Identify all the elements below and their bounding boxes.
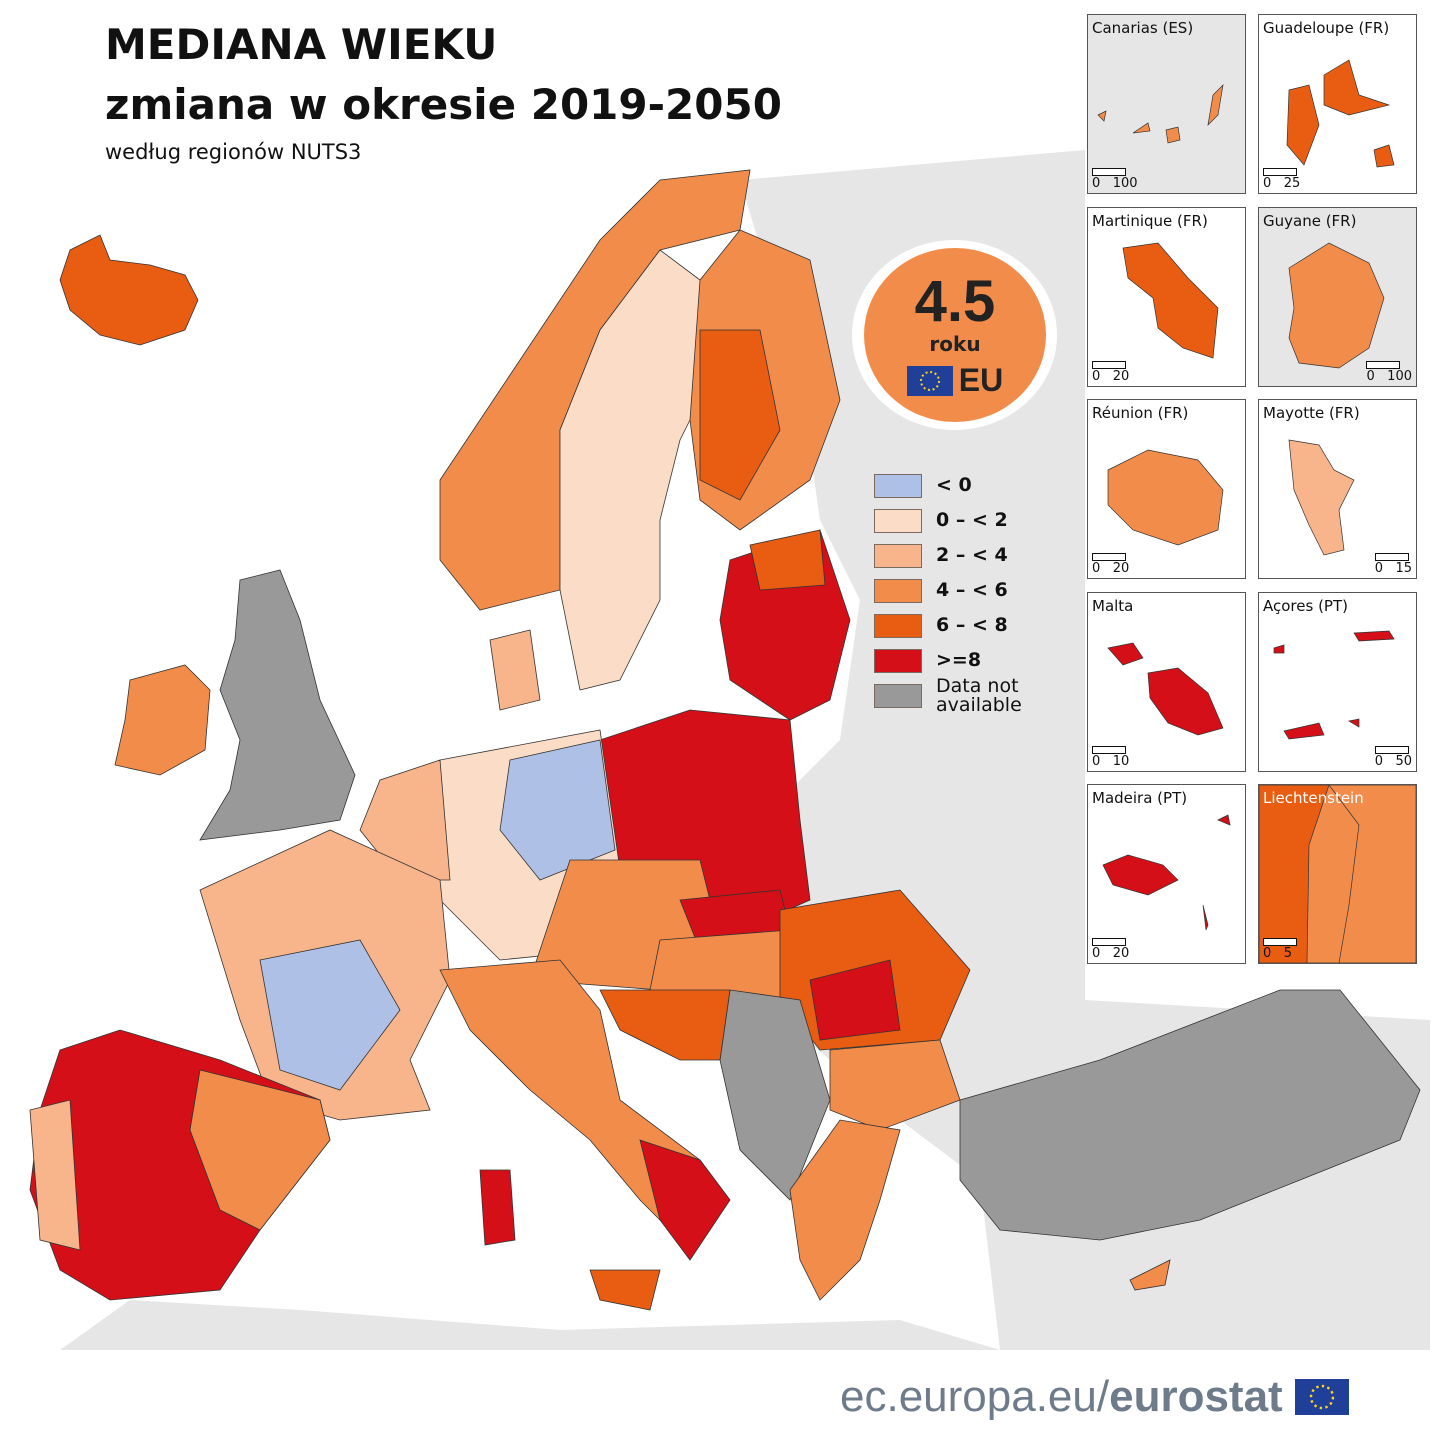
legend-item: 6 – < 8 bbox=[874, 608, 1026, 643]
legend-swatch bbox=[874, 683, 922, 708]
legend-label: 0 – < 2 bbox=[936, 509, 1008, 531]
legend-swatch bbox=[874, 508, 922, 533]
eu-average-value: 4.5 bbox=[914, 269, 996, 334]
inset-map: Liechtenstein 0 5 bbox=[1258, 784, 1417, 964]
eurostat-footer: ec.europa.eu/eurostat bbox=[840, 1372, 1349, 1422]
inset-name: Madeira (PT) bbox=[1092, 789, 1188, 807]
inset-map: Martinique (FR) 0 20 bbox=[1087, 206, 1246, 387]
inset-scale: 0 20 bbox=[1092, 938, 1129, 961]
legend-swatch bbox=[874, 648, 922, 673]
map-title-period: zmiana w okresie 2019-2050 bbox=[105, 80, 782, 129]
inset-scale: 0 100 bbox=[1366, 360, 1412, 384]
region-italy-south bbox=[639, 1139, 731, 1261]
map-title: MEDIANA WIEKU bbox=[105, 20, 498, 69]
inset-map: Guadeloupe (FR) 0 25 bbox=[1258, 14, 1417, 194]
inset-shape bbox=[1088, 15, 1245, 193]
legend-item: 2 – < 4 bbox=[874, 538, 1026, 573]
legend-label: >=8 bbox=[936, 649, 982, 671]
legend-item: 0 – < 2 bbox=[874, 503, 1026, 538]
region-iceland bbox=[59, 234, 199, 346]
legend-swatch bbox=[874, 578, 922, 603]
region-turkey-nodata bbox=[959, 989, 1421, 1241]
inset-scale: 0 25 bbox=[1263, 168, 1300, 191]
eu-flag-icon bbox=[1294, 1379, 1349, 1415]
legend-swatch bbox=[874, 473, 922, 498]
inset-name: Liechtenstein bbox=[1263, 789, 1364, 807]
inset-scale: 0 15 bbox=[1374, 553, 1412, 576]
legend-item: >=8 bbox=[874, 643, 1026, 678]
inset-map: Madeira (PT) 0 20 bbox=[1087, 784, 1246, 964]
inset-shape bbox=[1259, 592, 1416, 771]
inset-name: Malta bbox=[1092, 596, 1134, 615]
legend-label: 2 – < 4 bbox=[936, 544, 1008, 566]
inset-scale: 0 20 bbox=[1092, 360, 1129, 384]
map-subtitle: według regionów NUTS3 bbox=[105, 140, 362, 164]
inset-name: Mayotte (FR) bbox=[1263, 404, 1360, 422]
legend-label: < 0 bbox=[936, 474, 972, 496]
eu-label: EU bbox=[958, 362, 1004, 398]
region-sweden bbox=[559, 249, 711, 691]
region-spain-east bbox=[189, 1069, 331, 1231]
legend-item: 4 – < 6 bbox=[874, 573, 1026, 608]
inset-shape bbox=[1259, 400, 1416, 578]
inset-shape bbox=[1088, 400, 1245, 578]
inset-map: Canarias (ES) 0 100 bbox=[1087, 14, 1246, 194]
eu-flag-icon bbox=[906, 365, 953, 396]
inset-map: Malta 0 10 bbox=[1087, 591, 1246, 772]
inset-map: Açores (PT) 0 50 bbox=[1258, 591, 1417, 772]
map-legend: < 0 0 – < 2 2 – < 4 4 – < 6 6 – < 8 >=8 Data n… bbox=[874, 468, 1026, 716]
inset-name: Guyane (FR) bbox=[1263, 211, 1357, 230]
region-portugal bbox=[29, 1099, 81, 1251]
eu-average-badge: 4.5 roku EU bbox=[852, 240, 1057, 430]
inset-map: Réunion (FR) 0 20 bbox=[1087, 399, 1246, 579]
inset-scale: 0 50 bbox=[1374, 745, 1412, 769]
inset-shape bbox=[1088, 592, 1245, 771]
region-cyprus bbox=[1129, 1259, 1171, 1291]
region-estonia bbox=[749, 529, 826, 591]
inset-name: Réunion (FR) bbox=[1092, 404, 1189, 422]
footer-domain: ec.europa.eu/ bbox=[840, 1372, 1110, 1421]
region-sicily bbox=[589, 1269, 661, 1311]
region-croatia bbox=[599, 989, 731, 1061]
legend-item: < 0 bbox=[874, 468, 1026, 503]
inset-name: Canarias (ES) bbox=[1092, 19, 1194, 37]
region-romania-center bbox=[809, 959, 901, 1041]
inset-scale: 0 20 bbox=[1092, 553, 1129, 576]
inset-map: Mayotte (FR) 0 15 bbox=[1258, 399, 1417, 579]
legend-label: 4 – < 6 bbox=[936, 579, 1008, 601]
legend-item: Data not available bbox=[874, 674, 1026, 716]
inset-shape bbox=[1259, 207, 1416, 386]
inset-scale: 0 100 bbox=[1092, 168, 1138, 191]
region-greece bbox=[789, 1119, 901, 1301]
inset-name: Guadeloupe (FR) bbox=[1263, 19, 1390, 37]
legend-label: 6 – < 8 bbox=[936, 614, 1008, 636]
region-denmark bbox=[489, 629, 541, 711]
legend-label: Data not available bbox=[936, 674, 1022, 716]
region-sardinia bbox=[479, 1169, 516, 1246]
inset-shape bbox=[1259, 785, 1416, 963]
region-france-center bbox=[259, 939, 401, 1091]
inset-shape bbox=[1259, 15, 1416, 193]
eu-average-unit: roku bbox=[929, 332, 981, 356]
inset-shape bbox=[1088, 207, 1245, 386]
footer-brand: eurostat bbox=[1109, 1372, 1283, 1421]
inset-name: Martinique (FR) bbox=[1092, 211, 1208, 230]
inset-scale: 0 5 bbox=[1263, 938, 1297, 961]
region-ireland bbox=[114, 664, 211, 776]
region-uk bbox=[199, 569, 356, 841]
legend-swatch bbox=[874, 543, 922, 568]
inset-name: Açores (PT) bbox=[1263, 596, 1348, 615]
region-finland-east bbox=[699, 329, 781, 501]
inset-map: Guyane (FR) 0 100 bbox=[1258, 206, 1417, 387]
inset-scale: 0 10 bbox=[1092, 745, 1129, 769]
legend-swatch bbox=[874, 613, 922, 638]
inset-shape bbox=[1088, 785, 1245, 963]
